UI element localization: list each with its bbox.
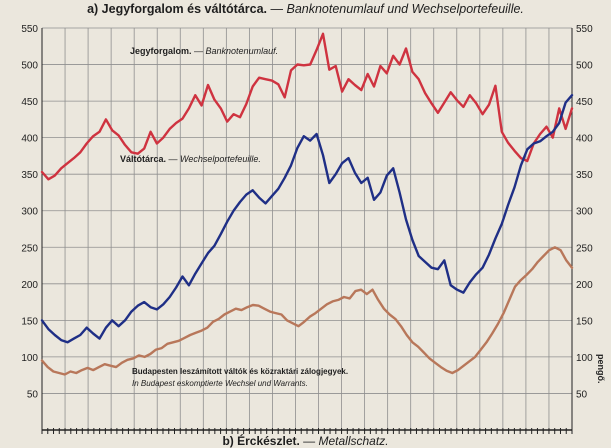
y-tick-label-right: 550 [576,24,593,35]
y-tick-label-right: 50 [576,389,588,400]
series-line-notes [40,32,574,181]
y-tick-label-right: 100 [576,353,593,364]
bottom-title-hungarian: b) Érckészlet. [222,434,300,448]
series-label-notes-separator: — [191,46,206,56]
series-label-notes-de: Banknotenumlauf. [205,46,279,56]
y-tick-label-right: 350 [576,170,593,181]
series-line-bills [40,93,574,344]
y-tick-label-left: 50 [27,389,39,400]
y-tick-label-left: 450 [21,97,38,108]
bottom-title-german: Metallschatz. [318,434,389,448]
y-tick-label-right: 500 [576,61,593,72]
y-tick-label-right: 400 [576,134,593,145]
y-tick-label-right: 250 [576,243,593,254]
y-tick-label-left: 250 [21,243,38,254]
series-label-budapest: Budapesten leszámított váltók és közrakt… [132,366,348,390]
chart-title-separator: — [267,2,287,16]
y-tick-label-right: 200 [576,280,593,291]
series-line-budapest [40,246,574,376]
chart-title-hungarian: a) Jegyforgalom és váltótárca. [87,2,268,16]
y-tick-label-left: 150 [21,316,38,327]
y-tick-label-right: 300 [576,207,593,218]
series-label-bills-de: Wechselportefeuille. [180,154,261,164]
chart-title-german: Banknotenumlauf und Wechselportefeuille. [286,2,524,16]
y-tick-label-left: 400 [21,134,38,145]
bottom-title-separator: — [299,434,319,448]
unit-label-right: pengő. [596,354,606,384]
y-tick-label-right: 150 [576,316,593,327]
y-tick-label-left: 550 [21,24,38,35]
series-label-budapest-line1: Budapesten leszámított váltók és közrakt… [132,367,349,376]
series-label-bills-separator: — [166,154,181,164]
y-tick-label-right: 450 [576,97,593,108]
y-tick-label-left: 200 [21,280,38,291]
series-label-notes: Jegyforgalom. — Banknotenumlauf. [130,46,278,56]
series-label-budapest-line2: In Budapest eskomptierte Wechsel und War… [132,379,308,388]
y-tick-label-left: 500 [21,61,38,72]
series-label-notes-hu: Jegyforgalom. [130,46,192,56]
y-tick-label-left: 100 [21,353,38,364]
series-label-bills-hu: Váltótárca. [120,154,167,164]
series-label-bills: Váltótárca. — Wechselportefeuille. [120,154,261,164]
bottom-title: b) Érckészlet. — Metallschatz. [0,434,611,448]
chart-title: a) Jegyforgalom és váltótárca. — Banknot… [0,2,611,16]
y-tick-label-left: 300 [21,207,38,218]
y-tick-label-left: 350 [21,170,38,181]
